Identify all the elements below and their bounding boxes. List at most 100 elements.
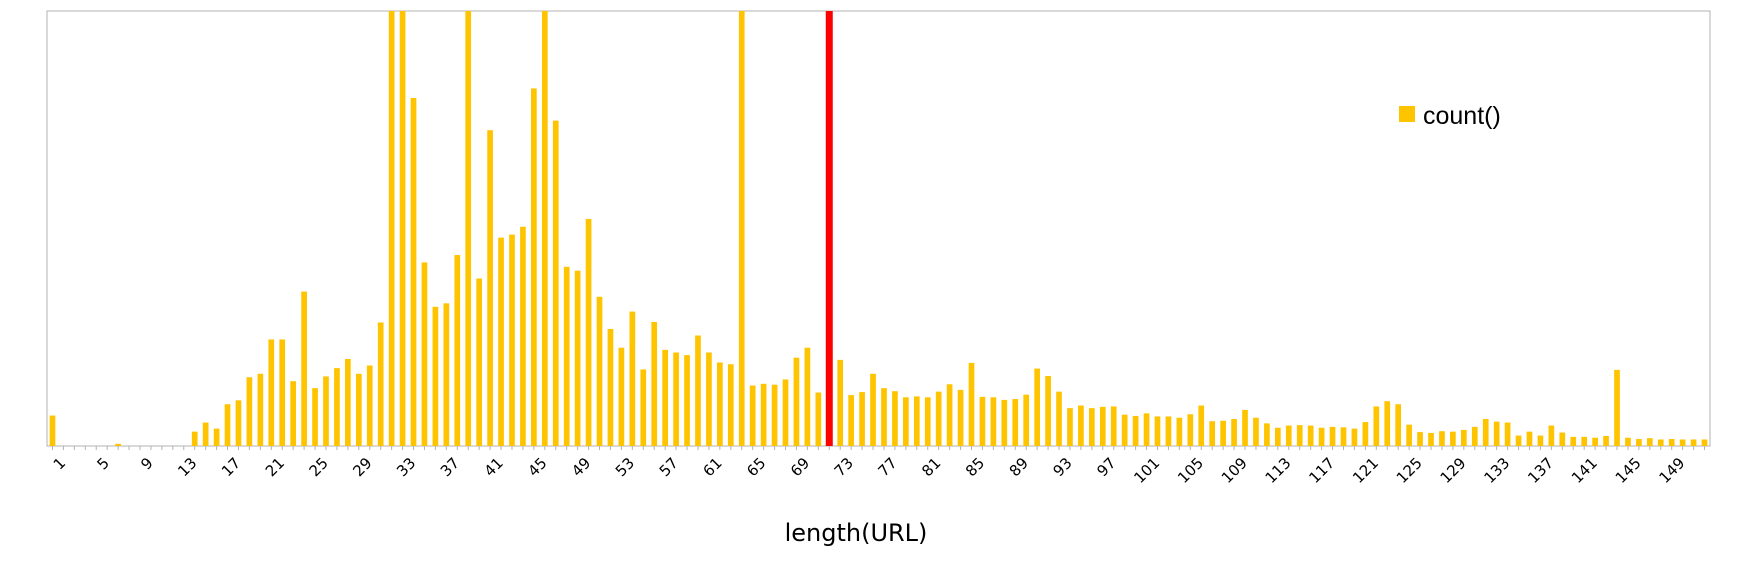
bar-109 [1231, 419, 1237, 446]
bar-133 [1493, 421, 1500, 446]
x-tick-label: 21 [262, 454, 288, 480]
bar-131 [1471, 426, 1478, 446]
bar-49 [574, 270, 581, 446]
bar-15 [202, 422, 209, 446]
bar-130 [1460, 429, 1467, 446]
bar-101 [1143, 413, 1150, 447]
x-tick-label: 105 [1174, 454, 1207, 487]
x-tick-label: 29 [349, 454, 375, 480]
bar-126 [1417, 432, 1423, 446]
bar-125 [1406, 424, 1412, 446]
x-tick-label: 133 [1480, 454, 1513, 487]
bar-121 [1362, 422, 1369, 446]
x-axis-title: length(URL) [785, 519, 928, 547]
x-tick-label: 125 [1393, 454, 1426, 487]
x-tick-label: 149 [1655, 454, 1688, 487]
bar-54 [629, 311, 636, 446]
bar-40 [476, 278, 483, 446]
bar-23 [290, 381, 297, 446]
bar-99 [1121, 414, 1128, 446]
x-tick-label: 89 [1006, 454, 1032, 480]
bar-76 [870, 373, 876, 446]
bar-47 [552, 120, 559, 447]
x-tick-label: 109 [1218, 454, 1251, 487]
bar-136 [1526, 431, 1533, 446]
x-tick-label: 69 [787, 454, 813, 480]
bar-43 [509, 234, 515, 446]
bar-64 [738, 11, 745, 446]
bar-27 [334, 368, 340, 446]
x-tick-label: 37 [437, 454, 463, 480]
bar-78 [892, 391, 898, 446]
bar-50 [585, 218, 592, 446]
x-tick-label: 117 [1305, 454, 1338, 487]
x-tick-label: 5 [94, 454, 113, 473]
x-tick-label: 25 [306, 454, 332, 480]
bar-91 [1034, 368, 1040, 446]
bar-34 [410, 98, 417, 446]
x-tick-label: 9 [137, 454, 156, 473]
bar-75 [859, 392, 865, 446]
bar-63 [727, 364, 734, 446]
bar-68 [782, 379, 789, 446]
bar-14 [191, 431, 198, 446]
bar-104 [1176, 417, 1183, 446]
bar-123 [1384, 401, 1391, 446]
x-tick-label: 45 [524, 454, 550, 480]
bar-44 [520, 226, 526, 446]
bar-141 [1581, 436, 1588, 446]
bar-21 [268, 339, 275, 446]
bar-106 [1198, 405, 1205, 446]
bar-140 [1570, 436, 1577, 446]
bar-60 [695, 335, 701, 446]
bar-19 [246, 377, 253, 446]
bar-62 [717, 362, 723, 446]
x-tick-label: 1 [50, 454, 69, 473]
bar-65 [749, 385, 756, 446]
bar-57 [662, 349, 668, 446]
bar-132 [1482, 419, 1489, 446]
bar-70 [804, 347, 811, 446]
x-tick-label: 53 [612, 454, 638, 480]
bar-83 [946, 384, 953, 446]
bar-32 [388, 11, 395, 446]
x-tick-label: 73 [831, 454, 857, 480]
bar-20 [257, 373, 264, 446]
bar-118 [1329, 426, 1336, 446]
bar-52 [607, 328, 614, 446]
bar-37 [443, 303, 450, 446]
bar-115 [1296, 425, 1303, 446]
plot-area [46, 10, 1711, 447]
bar-84 [957, 389, 964, 446]
x-tick-label: 13 [174, 454, 200, 480]
x-tick-label: 93 [1050, 454, 1076, 480]
x-tick-label: 97 [1093, 454, 1119, 480]
bar-81 [924, 397, 931, 446]
x-tick-label: 41 [481, 454, 507, 480]
x-tick-label: 101 [1130, 454, 1163, 487]
legend-swatch [1399, 106, 1415, 122]
bar-142 [1592, 437, 1598, 446]
bar-88 [1001, 399, 1008, 446]
bar-148 [1657, 439, 1664, 446]
bar-110 [1242, 409, 1248, 446]
bar-77 [881, 388, 887, 446]
bar-129 [1450, 431, 1456, 446]
bar-67 [771, 384, 778, 446]
bar-127 [1428, 432, 1434, 446]
bar-28 [345, 359, 351, 446]
bar-134 [1504, 422, 1511, 446]
bar-86 [979, 396, 986, 446]
bar-143 [1603, 436, 1609, 446]
bar-16 [213, 428, 220, 446]
bar-135 [1515, 435, 1522, 446]
bar-90 [1023, 394, 1030, 446]
bar-124 [1395, 404, 1402, 446]
bar-139 [1559, 432, 1566, 446]
x-tick-label: 137 [1524, 454, 1557, 487]
bar-61 [706, 352, 712, 446]
x-tick-labels: 1 5 9 13 17 21 25 29 33 37 41 45 49 53 57 61 65 69 73 77 81 8… [50, 446, 1706, 487]
bar-39 [465, 11, 472, 446]
bar-103 [1165, 416, 1172, 446]
